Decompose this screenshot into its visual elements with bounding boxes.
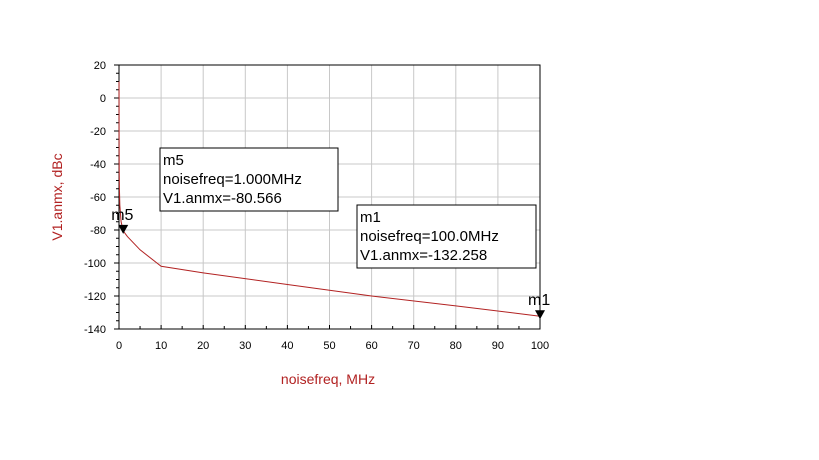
marker-readout-line: m5	[163, 152, 184, 169]
marker-readout-line: noisefreq=1.000MHz	[163, 171, 302, 188]
x-tick-label: 80	[450, 340, 462, 352]
marker-m5[interactable]: m5 m5 noisefreq=1.000MHz V1.anmx=-80.566	[111, 147, 339, 234]
marker-triangle-icon[interactable]	[118, 224, 129, 234]
x-axis-label: noisefreq, MHz	[281, 371, 375, 387]
y-tick-labels: 20 0 -20 -40 -60 -80 -100 -120 -140	[84, 60, 106, 336]
x-tick-label: 60	[365, 340, 377, 352]
marker-readout-box	[356, 204, 537, 269]
y-tick-label: -100	[84, 258, 106, 270]
x-tick-label: 20	[197, 340, 209, 352]
y-tick-label: -140	[84, 324, 106, 336]
x-tick-label: 40	[281, 340, 293, 352]
x-tick-label: 0	[116, 340, 122, 352]
marker-readout-line: noisefreq=100.0MHz	[360, 228, 499, 245]
y-tick-label: -20	[90, 126, 106, 138]
y-tick-label: 20	[94, 60, 106, 72]
marker-readout-line: V1.anmx=-132.258	[360, 247, 487, 264]
series-line	[118, 81, 541, 317]
x-tick-label: 30	[239, 340, 251, 352]
y-tick-label: 0	[100, 93, 106, 105]
marker-readout-box	[159, 147, 339, 212]
y-tick-label: -120	[84, 291, 106, 303]
marker-readout-line: m1	[360, 209, 381, 226]
y-tick-label: -60	[90, 192, 106, 204]
y-axis-label: V1.anmx, dBc	[49, 153, 65, 240]
marker-m1[interactable]: m1 m1 noisefreq=100.0MHz V1.anmx=-132.258	[356, 204, 550, 320]
x-tick-labels: 0 10 20 30 40 50 60 70 80 90 100	[116, 340, 549, 352]
x-tick-label: 90	[492, 340, 504, 352]
plot-frame	[118, 64, 541, 330]
marker-name-label: m1	[528, 292, 550, 309]
marker-name-label: m5	[111, 207, 133, 224]
y-tick-label: -80	[90, 225, 106, 237]
x-tick-label: 50	[323, 340, 335, 352]
markers[interactable]: m5m5noisefreq=1.000MHzV1.anmx=-80.566m1m…	[111, 147, 550, 320]
marker-readout-line: V1.anmx=-80.566	[163, 190, 282, 207]
x-tick-label: 70	[408, 340, 420, 352]
y-tick-label: -40	[90, 159, 106, 171]
x-tick-label: 10	[155, 340, 167, 352]
marker-triangle-icon[interactable]	[535, 310, 545, 320]
x-tick-label: 100	[531, 340, 549, 352]
